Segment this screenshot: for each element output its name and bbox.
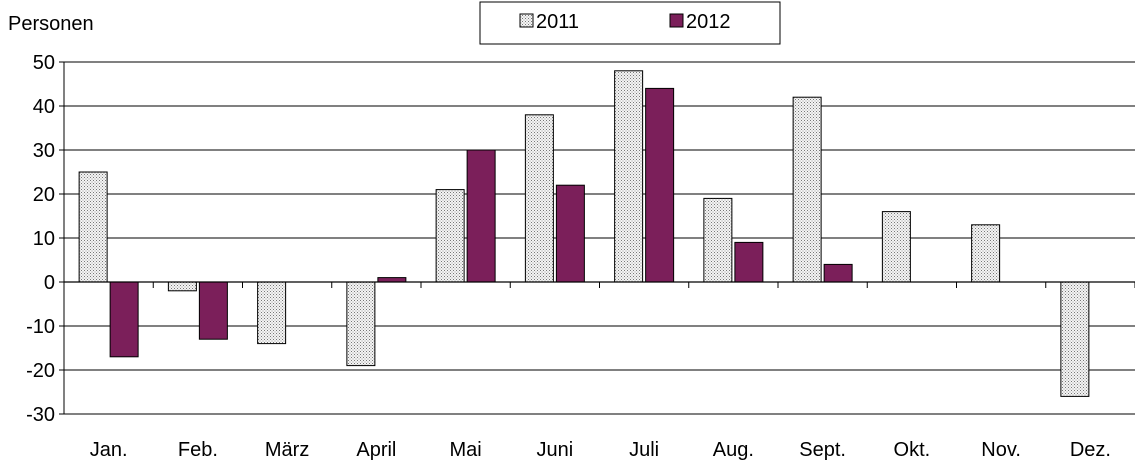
x-tick-label: März (265, 439, 309, 461)
bar-2012-April (377, 277, 407, 283)
y-tick-label: -20 (26, 360, 55, 382)
bar-2011-Jan. (78, 171, 108, 283)
x-tick-label: April (356, 439, 396, 461)
y-tick-label: 40 (33, 96, 55, 118)
y-tick-labels: 50 40 30 20 10 0 -10 -20 -30 (26, 52, 55, 426)
bar-2012-Aug. (734, 241, 764, 283)
bar-2012-Mai (466, 149, 496, 283)
y-tick-label: 20 (33, 184, 55, 206)
x-tick-labels: Jan. Feb. März April Mai Juni Juli Aug. Sept. Okt… (90, 439, 1111, 461)
bar-2011-April (346, 281, 376, 367)
bar-2011-Dez. (1060, 281, 1090, 397)
y-tick-label: -10 (26, 316, 55, 338)
bar-2012-Jan. (109, 281, 139, 358)
legend-label-2012: 2012 (686, 11, 731, 33)
x-tick-label: Juni (537, 439, 574, 461)
y-tick-label: 50 (33, 52, 55, 74)
x-tick-label: Nov. (981, 439, 1021, 461)
legend: 2011 2012 (479, 1, 781, 45)
x-tick-label: Okt. (894, 439, 931, 461)
legend-label-2011: 2011 (536, 11, 579, 33)
axes (63, 62, 1135, 414)
bar-2012-Feb. (198, 281, 228, 340)
x-tick-label: Aug. (713, 439, 754, 461)
bar-2011-Aug. (703, 197, 733, 283)
bar-2011-Okt. (881, 211, 911, 283)
x-tick-label: Mai (450, 439, 482, 461)
bar-2011-März (257, 281, 287, 345)
x-tick-label: Dez. (1070, 439, 1111, 461)
bar-2012-Sept. (823, 263, 853, 283)
bars (78, 70, 1090, 397)
x-tick-label: Sept. (799, 439, 846, 461)
bar-2012-Juni (555, 184, 585, 283)
bar-2011-Mai (435, 189, 465, 283)
bar-2011-Feb. (167, 281, 197, 292)
y-axis-label: Personen (8, 13, 94, 35)
bar-2012-Juli (645, 87, 675, 283)
x-tick-label: Juli (629, 439, 659, 461)
bar-2011-Juni (524, 114, 554, 283)
bar-2011-Sept. (792, 96, 822, 283)
bar-2011-Nov. (971, 224, 1001, 283)
y-tick-label: 30 (33, 140, 55, 162)
x-tick-label: Feb. (178, 439, 218, 461)
x-tick-label: Jan. (90, 439, 128, 461)
y-tick-label: 0 (44, 272, 55, 294)
y-tick-label: -30 (26, 404, 55, 426)
bar-2011-Juli (614, 70, 644, 283)
legend-swatch-2012 (669, 13, 684, 28)
legend-swatch-2011 (519, 13, 534, 28)
y-tick-label: 10 (33, 228, 55, 250)
